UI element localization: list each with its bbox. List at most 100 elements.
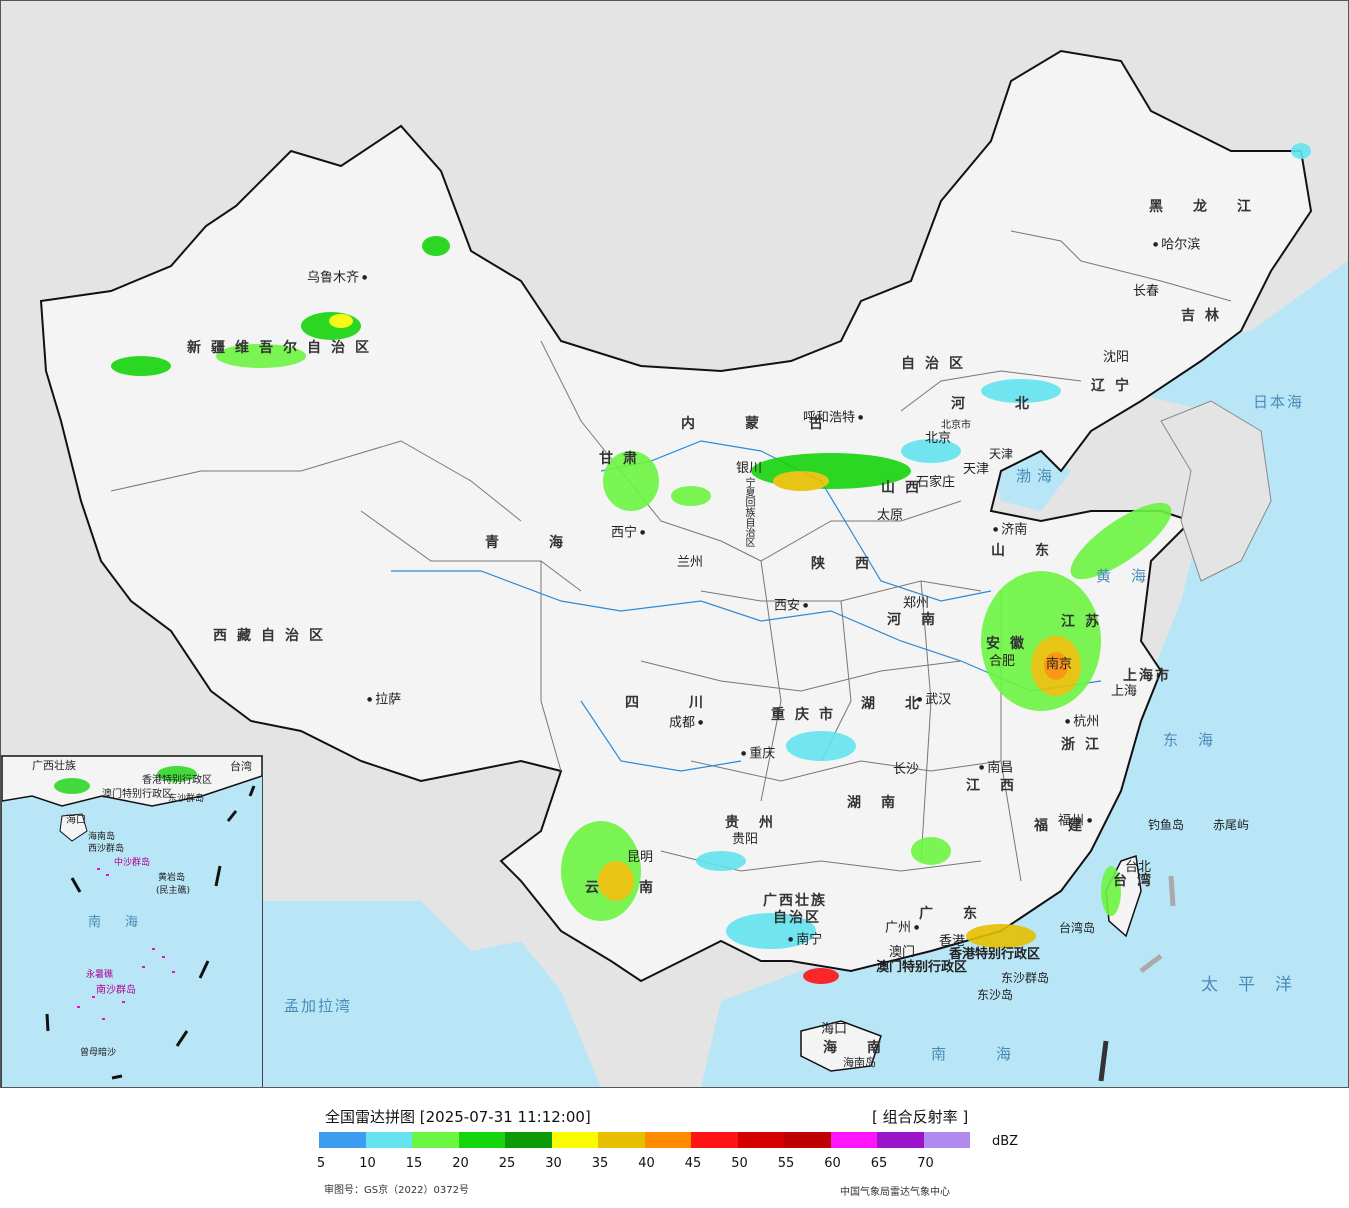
province-anhui: 安徽	[986, 636, 1034, 652]
city-chongqing: 重庆	[741, 747, 775, 762]
inset-haikou: 海口	[66, 815, 86, 826]
sea-ribenhai: 日本海	[1253, 393, 1305, 411]
province-hebei: 河北	[951, 396, 1079, 412]
region-macau: 澳门特别行政区	[876, 960, 968, 975]
city-nanning: 南宁	[788, 933, 822, 948]
sea-taipingyang: 太平洋	[1201, 975, 1312, 995]
city-shijiazhuang: 石家庄	[916, 475, 956, 490]
province-guangxi-suffix: 自治区	[773, 910, 821, 926]
radar-map: 新疆维吾尔自治区 西藏自治区 青海 甘肃 内蒙古 自治区 黑龙江 吉林 辽宁 河…	[0, 0, 1349, 1088]
scale-tick-label: 10	[359, 1156, 376, 1171]
province-beijing: 北京市	[941, 420, 971, 431]
radar-echoes	[111, 143, 1311, 984]
city-tianjin: 天津	[963, 462, 990, 477]
inset-yongshu: 永暑礁	[86, 970, 114, 980]
province-heilongjiang: 黑龙江	[1149, 199, 1281, 215]
legend-panel	[0, 1088, 1349, 1208]
city-aomen: 澳门	[889, 945, 916, 960]
color-scale-ticks: 5 10 15 20 25 30 35 40 45 50 55 60 65 70	[300, 1156, 960, 1172]
city-guiyang: 贵阳	[732, 832, 759, 847]
province-ningxia: 宁夏回族自治区	[743, 477, 754, 547]
province-hunan: 湖南	[847, 795, 915, 811]
island-dongsha: 东沙群岛	[1001, 971, 1050, 985]
inset-echoes	[54, 766, 197, 794]
scale-swatch	[365, 1132, 412, 1148]
scale-tick-label: 40	[638, 1156, 655, 1171]
province-taiwan: 台湾	[1113, 873, 1161, 889]
province-sichuan: 四川	[625, 695, 753, 711]
city-xining: 西宁	[611, 526, 645, 541]
province-qinghai: 青海	[485, 535, 613, 551]
inset-taiwan: 台湾	[230, 760, 252, 773]
scale-tick-label: 35	[591, 1156, 609, 1171]
province-jilin: 吉林	[1181, 308, 1229, 324]
scale-tick-label: 50	[731, 1156, 748, 1171]
city-jinan: 济南	[993, 523, 1027, 538]
province-henan: 河南	[887, 612, 955, 628]
sea-nanhai: 南海	[931, 1045, 1062, 1063]
province-chongqing: 重庆市	[771, 707, 843, 723]
inset-zengmu: 曾母暗沙	[80, 1048, 117, 1058]
city-urumqi: 乌鲁木齐	[307, 271, 367, 286]
scale-swatch	[830, 1132, 877, 1148]
scale-swatch	[737, 1132, 784, 1148]
pacific-sea-area	[701, 301, 1348, 1087]
scale-swatch	[691, 1132, 738, 1148]
scale-tick-label: 60	[824, 1156, 841, 1171]
scale-tick-label: 45	[684, 1156, 702, 1171]
city-lhasa: 拉萨	[367, 693, 401, 708]
province-yunnan: 云南	[585, 880, 693, 896]
scale-swatch	[319, 1132, 366, 1148]
island-chiwei: 赤尾屿	[1213, 818, 1250, 832]
province-shaanxi: 陕西	[811, 556, 899, 572]
korea-peninsula	[1160, 400, 1272, 582]
agency-credit: 中国气象局雷达气象中心	[840, 1187, 950, 1198]
color-scale-bar	[319, 1132, 970, 1148]
island-taiwandao: 台湾岛	[1059, 921, 1096, 935]
province-jiangxi: 江西	[966, 778, 1034, 794]
city-harbin: 哈尔滨	[1153, 238, 1200, 253]
scale-swatch	[551, 1132, 598, 1148]
scale-swatch	[784, 1132, 831, 1148]
boundary-dashes	[1098, 875, 1176, 1082]
scale-tick-label: 65	[870, 1156, 888, 1171]
city-taiyuan: 太原	[877, 508, 904, 523]
sea-huanghai: 黄海	[1096, 567, 1167, 585]
sea-bohai: 渤海	[1016, 467, 1059, 485]
scale-tick-label: 55	[777, 1156, 795, 1171]
scale-swatch	[644, 1132, 691, 1148]
city-hangzhou: 杭州	[1065, 715, 1099, 730]
province-jiangsu: 江苏	[1061, 614, 1109, 630]
city-nanjing: 南京	[1046, 657, 1073, 672]
inset-nansha: 南沙群岛	[96, 985, 136, 996]
city-nanchang: 南昌	[979, 761, 1013, 776]
inset-hainandao: 海南岛	[88, 832, 116, 842]
scale-tick-label: 30	[545, 1156, 562, 1171]
province-liaoning: 辽宁	[1091, 378, 1139, 394]
inset-dongsha: 东沙群岛	[168, 794, 205, 804]
inset-islands	[77, 868, 175, 1020]
island-dongshadao: 东沙岛	[977, 988, 1014, 1002]
province-neimenggu: 内蒙古	[681, 416, 873, 432]
city-wuhan: 武汉	[917, 693, 951, 708]
city-kunming: 昆明	[627, 850, 654, 865]
scale-tick-label: 20	[452, 1156, 469, 1171]
city-changsha: 长沙	[893, 762, 920, 777]
island-hainandao: 海南岛	[843, 1056, 876, 1069]
scale-swatch	[412, 1132, 459, 1148]
province-xinjiang: 新疆维吾尔自治区	[187, 340, 379, 356]
scale-tick-label: 70	[917, 1156, 934, 1171]
city-guangzhou: 广州	[885, 921, 919, 936]
scale-swatch	[923, 1132, 970, 1148]
scale-tick-label: 25	[498, 1156, 516, 1171]
province-neimenggu-suffix: 自治区	[901, 356, 973, 372]
region-hongkong: 香港特别行政区	[949, 947, 1041, 962]
scale-swatch	[505, 1132, 552, 1148]
sea-mengjialawan: 孟加拉湾	[284, 997, 353, 1015]
scale-swatch	[877, 1132, 924, 1148]
city-beijing: 北京	[925, 431, 952, 446]
city-xianggang: 香港	[939, 934, 966, 949]
city-fuzhou: 福州	[1058, 814, 1092, 829]
inset-huangyan: 黄岩岛	[158, 873, 186, 883]
legend-title: 全国雷达拼图 [2025-07-31 11:12:00]	[325, 1108, 591, 1126]
